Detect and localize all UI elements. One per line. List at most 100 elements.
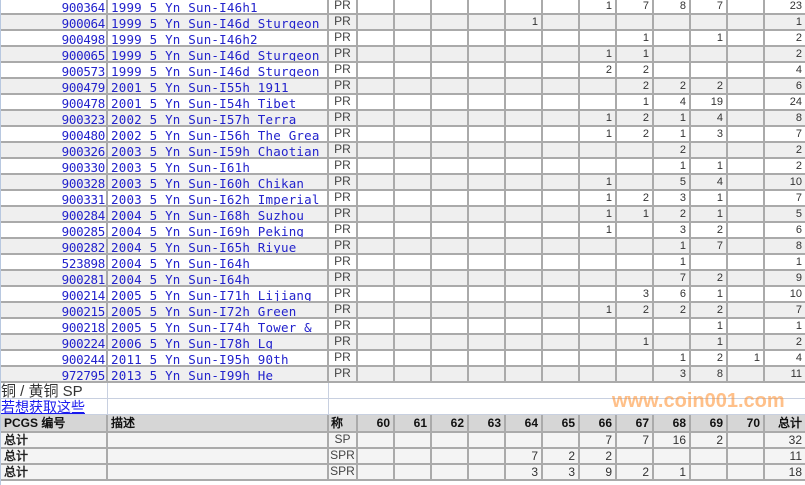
description-link[interactable]: 1999 5 Yn Sun-I46h1 [108, 0, 329, 13]
summary-count-63 [469, 433, 506, 447]
row-total: 2 [795, 48, 802, 60]
pcgs-code-link[interactable]: 900064 [1, 15, 108, 29]
pcgs-code-link[interactable]: 972795 [1, 367, 108, 381]
summary-row: 总计 SPR 3 3 9 2 1 18 [1, 465, 805, 481]
description-link[interactable]: 2005 5 Yn Sun-I72h Green [108, 303, 329, 317]
description-link[interactable]: 2004 5 Yn Sun-I64h [108, 271, 329, 285]
header-grade: 称 [329, 415, 358, 431]
description-link[interactable]: 1999 5 Yn Sun-I46d Sturgeon [108, 15, 329, 29]
count-grade-63 [469, 351, 506, 365]
pcgs-code-link[interactable]: 900281 [1, 271, 108, 285]
count-grade-70 [728, 111, 765, 125]
pcgs-code-link[interactable]: 900323 [1, 111, 108, 125]
description-link[interactable]: 2003 5 Yn Sun-I60h Chikan [108, 175, 329, 189]
description-link[interactable]: 2005 5 Yn Sun-I71h Lijiang [108, 287, 329, 301]
description-link[interactable]: 2005 5 Yn Sun-I74h Tower & [108, 319, 329, 333]
count-grade-64 [506, 303, 543, 317]
count-grade-66 [580, 271, 617, 285]
description-link[interactable]: 2002 5 Yn Sun-I57h Terra [108, 111, 329, 125]
description-link[interactable]: 1999 5 Yn Sun-I46h2 [108, 31, 329, 45]
pcgs-code-link[interactable]: 900282 [1, 239, 108, 253]
count-grade-64 [506, 287, 543, 301]
count-grade-62 [432, 207, 469, 221]
count-grade-63 [469, 47, 506, 61]
description-link[interactable]: 2001 5 Yn Sun-I55h 1911 [108, 79, 329, 93]
description-link[interactable]: 1999 5 Yn Sun-I46d Sturgeon [108, 47, 329, 61]
count-grade-67: 2 [617, 111, 654, 125]
count-grade-62 [432, 271, 469, 285]
description-link[interactable]: 2004 5 Yn Sun-I69h Peking [108, 223, 329, 237]
summary-count-62 [432, 465, 469, 479]
pcgs-code-link[interactable]: 900214 [1, 287, 108, 301]
count-grade-63 [469, 367, 506, 381]
count-grade-63 [469, 223, 506, 237]
pcgs-code-link[interactable]: 900224 [1, 335, 108, 349]
pcgs-code-link[interactable]: 900478 [1, 95, 108, 109]
get-data-link[interactable]: 若想获取这些 [1, 399, 108, 414]
grade-type: PR [329, 31, 358, 45]
row-total: 1 [795, 256, 802, 268]
grade-type: PR [329, 191, 358, 205]
pcgs-code-link[interactable]: 900364 [1, 0, 108, 13]
description-link[interactable]: 2006 5 Yn Sun-I78h Lg [108, 335, 329, 349]
count-grade-69: 4 [691, 111, 728, 125]
summary-count-60 [358, 465, 395, 479]
table-row: 900328 2003 5 Yn Sun-I60h Chikan PR 1 5 4 10 [1, 175, 805, 191]
count-grade-64 [506, 191, 543, 205]
pcgs-code-link[interactable]: 900065 [1, 47, 108, 61]
summary-count-61 [395, 465, 432, 479]
pcgs-code-link[interactable]: 900244 [1, 351, 108, 365]
description-link[interactable]: 2004 5 Yn Sun-I65h Riyue [108, 239, 329, 253]
count-grade-65 [543, 239, 580, 253]
count-grade-65 [543, 319, 580, 333]
pcgs-code-link[interactable]: 900331 [1, 191, 108, 205]
pcgs-code-link[interactable]: 900285 [1, 223, 108, 237]
grade-type: PR [329, 351, 358, 365]
pcgs-code-link[interactable]: 900573 [1, 63, 108, 77]
row-total: 9 [795, 272, 802, 284]
count-grade-64 [506, 63, 543, 77]
count-grade-68: 1 [654, 127, 691, 141]
description-link[interactable]: 1999 5 Yn Sun-I46d Sturgeon [108, 63, 329, 77]
pcgs-code-link[interactable]: 900480 [1, 127, 108, 141]
count-grade-66 [580, 255, 617, 269]
description-link[interactable]: 2003 5 Yn Sun-I62h Imperial [108, 191, 329, 205]
row-total: 6 [795, 80, 802, 92]
table-row: 900480 2002 5 Yn Sun-I56h The Grea PR 1 2 1 3 7 [1, 127, 805, 143]
description-link[interactable]: 2004 5 Yn Sun-I64h [108, 255, 329, 269]
count-grade-63 [469, 127, 506, 141]
count-grade-68 [654, 47, 691, 61]
count-grade-69: 4 [691, 175, 728, 189]
pcgs-code-link[interactable]: 523898 [1, 255, 108, 269]
summary-count-68: 16 [654, 433, 691, 447]
pcgs-code-link[interactable]: 900479 [1, 79, 108, 93]
count-grade-60 [358, 207, 395, 221]
count-grade-60 [358, 351, 395, 365]
description-link[interactable]: 2003 5 Yn Sun-I59h Chaotian [108, 143, 329, 157]
count-grade-60 [358, 319, 395, 333]
description-link[interactable]: 2001 5 Yn Sun-I54h Tibet [108, 95, 329, 109]
count-grade-62 [432, 31, 469, 45]
grade-type: PR [329, 255, 358, 269]
description-link[interactable]: 2002 5 Yn Sun-I56h The Grea [108, 127, 329, 141]
pcgs-code-link[interactable]: 900215 [1, 303, 108, 317]
pcgs-code-link[interactable]: 900326 [1, 143, 108, 157]
pcgs-code-link[interactable]: 900284 [1, 207, 108, 221]
table-row: 900331 2003 5 Yn Sun-I62h Imperial PR 1 2 3 1 7 [1, 191, 805, 207]
summary-desc [108, 433, 329, 447]
count-grade-67 [617, 271, 654, 285]
description-link[interactable]: 2004 5 Yn Sun-I68h Suzhou [108, 207, 329, 221]
count-grade-69: 2 [691, 303, 728, 317]
pcgs-code-link[interactable]: 900330 [1, 159, 108, 173]
summary-count-65 [543, 433, 580, 447]
count-grade-60 [358, 175, 395, 189]
pcgs-code-link[interactable]: 900218 [1, 319, 108, 333]
description-link[interactable]: 2013 5 Yn Sun-I99h He [108, 367, 329, 381]
pcgs-code-link[interactable]: 900328 [1, 175, 108, 189]
count-grade-61 [395, 223, 432, 237]
count-grade-61 [395, 111, 432, 125]
count-grade-60 [358, 63, 395, 77]
pcgs-code-link[interactable]: 900498 [1, 31, 108, 45]
description-link[interactable]: 2003 5 Yn Sun-I61h [108, 159, 329, 173]
description-link[interactable]: 2011 5 Yn Sun-I95h 90th [108, 351, 329, 365]
